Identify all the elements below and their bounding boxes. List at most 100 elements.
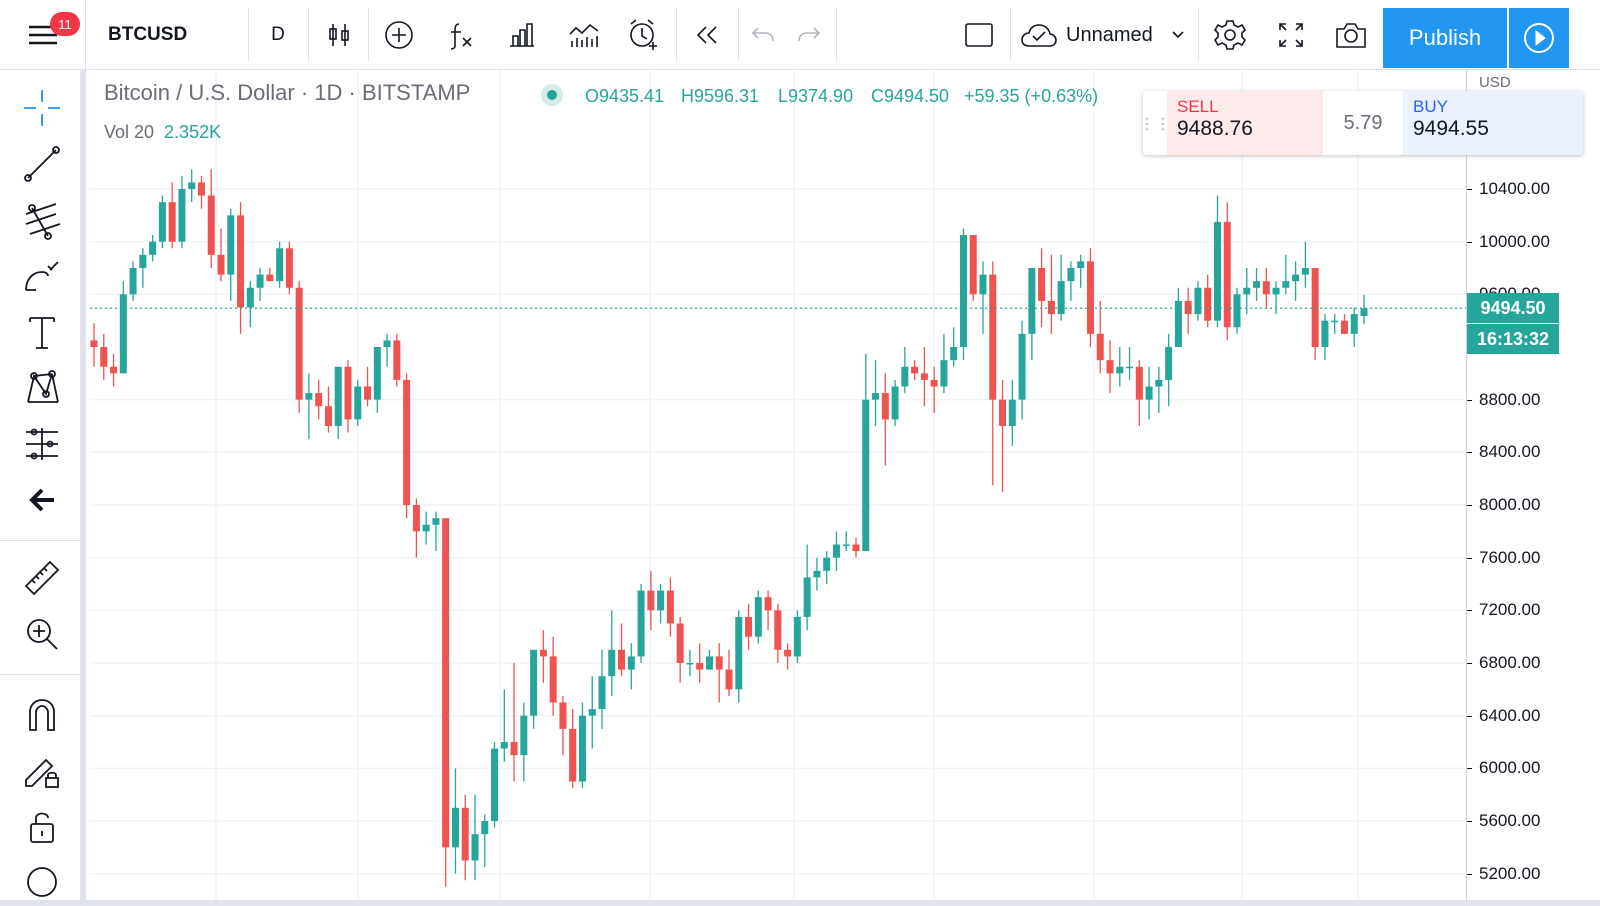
candle-body: [1262, 281, 1270, 295]
add-indicator-button[interactable]: [370, 8, 428, 62]
candle-body: [1213, 221, 1221, 321]
candle-body: [1253, 281, 1261, 288]
chart-legend: Bitcoin / U.S. Dollar · 1D · BITSTAMP O9…: [104, 80, 1098, 106]
indicators-button[interactable]: [430, 8, 490, 62]
text-tool[interactable]: [14, 308, 70, 356]
candle-body: [647, 590, 655, 611]
candle-body: [129, 268, 137, 295]
add-indicator-icon: [385, 21, 413, 49]
candle-body: [598, 676, 606, 710]
brush-tool[interactable]: [14, 252, 70, 300]
candle-body: [1047, 300, 1055, 315]
pattern-tool[interactable]: [14, 364, 70, 412]
snapshot-button[interactable]: [1322, 8, 1380, 62]
candle-body: [266, 274, 274, 282]
candle-body: [539, 649, 547, 657]
undo-icon: [751, 27, 774, 42]
alert-button[interactable]: [614, 8, 674, 62]
main-menu-button[interactable]: 11: [0, 0, 86, 70]
candle-body: [1321, 320, 1329, 347]
currency-label: USD: [1479, 74, 1511, 91]
candle-body: [168, 202, 176, 242]
price-tick-label: 7600.00: [1479, 547, 1541, 567]
candle-body: [637, 590, 645, 657]
prediction-tool[interactable]: [14, 420, 70, 468]
candle-body: [471, 834, 479, 861]
symbol-search-button[interactable]: BTCUSD: [108, 24, 188, 45]
drawing-toolbar: [0, 70, 86, 900]
crosshair-tool[interactable]: [14, 84, 70, 132]
fib-icon: [25, 203, 61, 240]
candle-body: [1233, 294, 1241, 328]
templates-button[interactable]: [554, 8, 614, 62]
ruler-icon: [24, 560, 60, 596]
candle-body: [285, 248, 293, 288]
candle-body: [412, 505, 420, 532]
price-scale[interactable]: USD 10400.0010000.009600.008800.008400.0…: [1466, 70, 1600, 900]
candle-body: [1174, 300, 1182, 347]
settings-button[interactable]: [1200, 8, 1260, 62]
zoom-in-tool[interactable]: [14, 610, 70, 658]
ruler-tool[interactable]: [14, 554, 70, 602]
legend-change: +59.35 (+0.63%): [964, 86, 1099, 106]
candle-body: [481, 821, 489, 835]
drag-handle-icon[interactable]: ⋮⋮: [1143, 113, 1171, 133]
sell-button[interactable]: SELL 9488.76: [1167, 91, 1323, 155]
candle-body: [217, 254, 225, 275]
save-layout-button[interactable]: Unnamed: [1012, 8, 1198, 62]
candle-body: [1272, 287, 1280, 295]
unlock-tool[interactable]: [14, 802, 70, 850]
price-tick-label: 8800.00: [1479, 389, 1541, 409]
candle-body: [295, 287, 303, 400]
price-tick-mark: [1467, 452, 1472, 454]
candle-body: [1360, 308, 1368, 317]
compare-button[interactable]: [492, 8, 552, 62]
compare-icon: [510, 23, 534, 47]
candle-body: [696, 663, 704, 670]
undo-button[interactable]: [740, 8, 786, 62]
candle-body: [207, 195, 215, 255]
bar-type-button[interactable]: [310, 8, 368, 62]
candle-body: [715, 656, 723, 670]
sell-price: 9488.76: [1177, 117, 1253, 140]
buy-button[interactable]: BUY 9494.55: [1403, 91, 1583, 155]
market-status-icon[interactable]: [541, 84, 563, 106]
top-toolbar: 11 BTCUSD D: [0, 0, 1600, 70]
price-tick-label: 7200.00: [1479, 600, 1541, 620]
magnet-tool[interactable]: [14, 690, 70, 738]
layout-button[interactable]: [948, 8, 1010, 62]
candle-body: [959, 235, 967, 347]
play-button[interactable]: [1509, 8, 1569, 68]
trend-line-tool[interactable]: [14, 140, 70, 188]
candle-body: [705, 656, 713, 670]
candlestick-chart[interactable]: [90, 70, 1466, 900]
publish-button[interactable]: Publish: [1383, 8, 1507, 68]
candle-body: [1057, 281, 1065, 315]
chart-pane[interactable]: [90, 70, 1466, 900]
brush-icon: [25, 261, 59, 291]
candle-body: [608, 649, 616, 677]
lock-drawings-tool[interactable]: [14, 746, 70, 794]
candle-body: [354, 386, 362, 420]
replay-button[interactable]: [678, 8, 736, 62]
candle-body: [627, 656, 635, 670]
layout-icon: [965, 23, 993, 47]
candle-body: [852, 544, 860, 552]
interval-button[interactable]: D: [271, 24, 285, 45]
candle-body: [491, 748, 499, 821]
chevron-down-icon: [1172, 31, 1184, 39]
redo-button[interactable]: [786, 8, 832, 62]
candle-body: [1008, 399, 1016, 426]
eye-tool[interactable]: [14, 858, 70, 906]
candle-body: [432, 518, 440, 525]
price-tick-label: 10000.00: [1479, 231, 1550, 251]
hide-toolbar-button[interactable]: [14, 476, 70, 524]
candle-body: [1340, 320, 1348, 334]
volume-value: 2.352K: [164, 122, 222, 142]
candle-body: [227, 215, 235, 275]
alert-icon: [630, 19, 657, 50]
candle-body: [901, 366, 909, 387]
fib-tool[interactable]: [14, 196, 70, 244]
price-tick-mark: [1467, 399, 1472, 401]
fullscreen-button[interactable]: [1262, 8, 1320, 62]
